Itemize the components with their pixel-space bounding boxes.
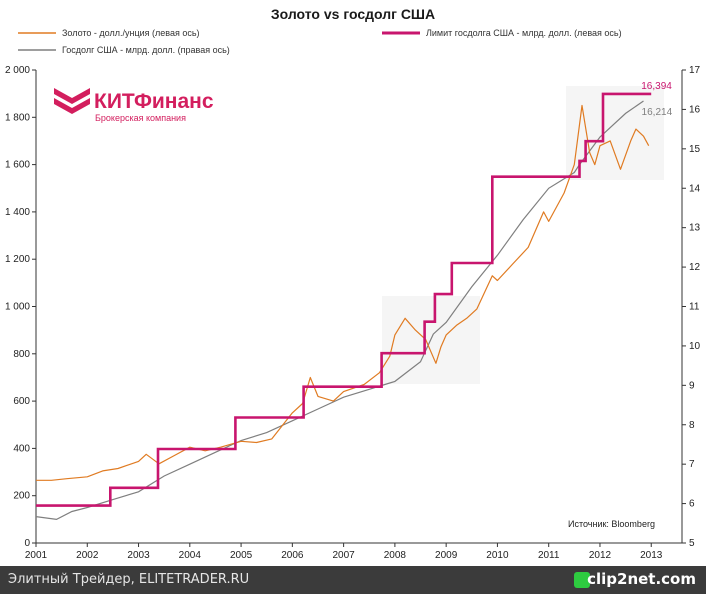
debt-limit-end-label: 16,394 [641,81,672,92]
y-left-tick-label: 2 000 [5,65,30,76]
brand-name: КИТФинанс [94,90,214,113]
y-right-tick-label: 7 [689,459,695,470]
x-tick-label: 2012 [589,550,612,561]
x-tick-label: 2002 [76,550,99,561]
y-right-tick-label: 15 [689,144,701,155]
footer-site-label: Элитный Трейдер, ELITETRADER.RU [8,572,250,587]
y-right-tick-label: 17 [689,65,701,76]
clip2net-logo-icon [574,572,590,588]
footer-bar: Элитный Трейдер, ELITETRADER.RU clip2net… [0,566,706,594]
source-note: Источник: Bloomberg [568,519,655,529]
x-tick-label: 2008 [384,550,407,561]
y-left-tick-label: 400 [13,443,30,454]
gold-series-line [36,104,650,481]
x-tick-label: 2003 [127,550,150,561]
series: 16,394 16,214 [35,81,673,521]
y-right-tick-label: 10 [689,341,701,352]
x-tick-label: 2009 [435,550,458,561]
x-tick-label: 2011 [538,550,560,561]
legend: Золото - долл./унция (левая ось) Лимит г… [18,28,622,55]
y-left-tick-label: 1 400 [5,207,30,218]
brand-subtitle: Брокерская компания [95,113,186,123]
y-left-tick-label: 800 [13,349,30,360]
chart-title: Золото vs госдолг США [271,6,435,22]
x-tick-label: 2001 [25,550,48,561]
y-left-tick-label: 1 000 [5,302,30,313]
debt-end-label: 16,214 [642,107,673,118]
y-right-tick-label: 12 [689,262,701,273]
legend-gold-label: Золото - долл./унция (левая ось) [62,28,200,38]
axes: 0 200 400 600 800 1 000 1 200 1 400 1 600 1 800 2 … [5,65,701,561]
y-right-tick-label: 11 [689,302,700,313]
x-tick-label: 2004 [179,550,202,561]
gold-vs-debt-chart: Золото vs госдолг США Золото - долл./унц… [5,6,701,561]
kit-logo-icon [54,88,90,114]
y-left-tick-label: 200 [13,491,30,502]
y-right-tick-label: 5 [689,538,695,549]
footer-clip2net-label: clip2net.com [587,570,696,588]
y-left-tick-label: 1 800 [5,112,30,123]
y-left-tick-label: 600 [13,396,30,407]
y-left-tick-label: 1 200 [5,254,30,265]
x-tick-label: 2005 [230,550,253,561]
y-right-tick-label: 9 [689,380,695,391]
y-right-tick-label: 8 [689,420,695,431]
y-right-tick-label: 16 [689,104,701,115]
legend-debt-label: Госдолг США - млрд. долл. (правая ось) [62,45,230,55]
debt-series-line [35,100,644,521]
y-left-tick-label: 0 [24,538,30,549]
y-right-tick-label: 14 [689,183,701,194]
legend-limit-label: Лимит госдолга США - млрд. долл. (левая … [426,28,622,38]
x-tick-label: 2006 [281,550,304,561]
highlight-box-2011 [566,86,664,180]
y-right-tick-label: 6 [689,499,695,510]
debt-limit-series-line [36,92,652,507]
brand-logo: КИТФинанс Брокерская компания [54,88,214,123]
y-right-tick-label: 13 [689,223,701,234]
x-tick-label: 2013 [640,550,663,561]
y-left-tick-label: 1 600 [5,160,30,171]
x-tick-label: 2007 [332,550,355,561]
x-tick-label: 2010 [486,550,509,561]
